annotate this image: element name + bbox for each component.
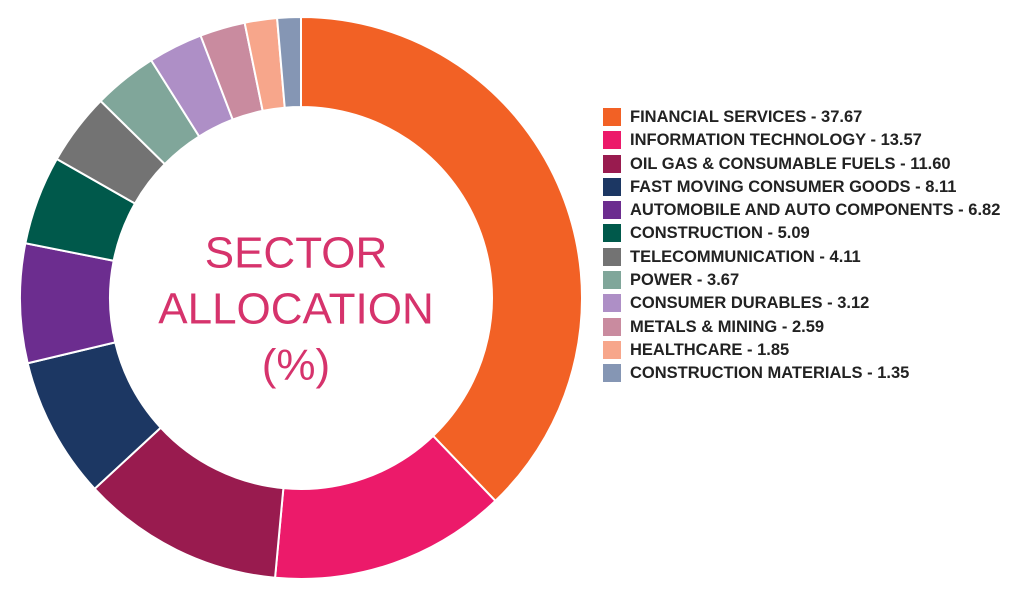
legend-label: FAST MOVING CONSUMER GOODS xyxy=(630,177,911,196)
legend-item: CONSTRUCTION MATERIALS - 1.35 xyxy=(603,362,1013,385)
legend-text: AUTOMOBILE AND AUTO COMPONENTS - 6.82 xyxy=(630,199,1010,222)
legend-swatch xyxy=(603,317,621,336)
legend-text: POWER - 3.67 xyxy=(630,269,1010,292)
legend-item: POWER - 3.67 xyxy=(603,269,1013,292)
legend-label: INFORMATION TECHNOLOGY xyxy=(630,131,866,150)
legend-text: FAST MOVING CONSUMER GOODS - 8.11 xyxy=(630,176,1010,199)
legend-value: 3.12 xyxy=(837,294,870,313)
legend-value: 11.60 xyxy=(910,154,951,173)
legend-item: HEALTHCARE - 1.85 xyxy=(603,339,1013,362)
chart-title: (%) xyxy=(262,341,330,390)
legend-text: INFORMATION TECHNOLOGY - 13.57 xyxy=(630,129,1010,152)
legend: FINANCIAL SERVICES - 37.67 INFORMATION TE… xyxy=(603,106,1013,386)
legend-item: INFORMATION TECHNOLOGY - 13.57 xyxy=(603,129,1013,152)
chart: SECTOR ALLOCATION (%) xyxy=(19,15,583,580)
legend-item: FAST MOVING CONSUMER GOODS - 8.11 xyxy=(603,176,1013,199)
legend-value: 2.59 xyxy=(791,317,825,336)
legend-swatch xyxy=(603,340,621,359)
slices xyxy=(19,15,583,580)
legend-item: FINANCIAL SERVICES - 37.67 xyxy=(603,106,1013,129)
legend-separator: - xyxy=(895,154,911,173)
legend-item: METALS & MINING - 2.59 xyxy=(603,316,1013,339)
legend-swatch xyxy=(603,201,621,220)
legend-label: CONSTRUCTION MATERIALS xyxy=(630,364,863,383)
legend-swatch xyxy=(603,271,621,290)
legend-swatch xyxy=(603,224,621,243)
legend-value: 3.67 xyxy=(707,271,740,290)
legend-item: AUTOMOBILE AND AUTO COMPONENTS - 6.82 xyxy=(603,199,1013,222)
legend-separator: - xyxy=(692,271,708,290)
legend-separator: - xyxy=(822,294,838,313)
slice xyxy=(19,242,117,365)
legend-label: CONSTRUCTION xyxy=(630,224,763,243)
legend-swatch xyxy=(603,154,621,173)
legend-label: OIL GAS & CONSUMABLE FUELS xyxy=(630,154,896,173)
legend-swatch xyxy=(603,131,621,150)
legend-separator: - xyxy=(814,247,830,266)
legend-value: 13.57 xyxy=(880,131,922,150)
legend-swatch xyxy=(603,364,621,383)
legend-value: 8.11 xyxy=(925,177,957,196)
legend-label: POWER xyxy=(630,271,693,290)
chart-title: ALLOCATION xyxy=(158,285,433,334)
legend-text: METALS & MINING - 2.59 xyxy=(630,316,1010,339)
legend-swatch xyxy=(603,294,621,313)
legend-swatch xyxy=(603,177,621,196)
legend-swatch xyxy=(603,108,621,126)
legend-text: FINANCIAL SERVICES - 37.67 xyxy=(630,106,1010,129)
legend-text: HEALTHCARE - 1.85 xyxy=(630,339,1010,362)
legend-separator: - xyxy=(910,177,926,196)
legend-separator: - xyxy=(762,224,778,243)
legend-separator: - xyxy=(806,108,822,126)
legend-separator: - xyxy=(862,364,878,383)
legend-separator: - xyxy=(865,131,881,150)
legend-item: OIL GAS & CONSUMABLE FUELS - 11.60 xyxy=(603,153,1013,176)
chart-title: SECTOR xyxy=(205,229,388,278)
legend-swatch xyxy=(603,247,621,266)
legend-label: CONSUMER DURABLES xyxy=(630,294,823,313)
legend-value: 5.09 xyxy=(777,224,810,243)
legend-text: CONSTRUCTION - 5.09 xyxy=(630,222,1010,245)
legend-text: TELECOMMUNICATION - 4.11 xyxy=(630,246,1010,269)
slice xyxy=(300,15,583,503)
legend-value: 1.35 xyxy=(877,364,910,383)
legend-separator: - xyxy=(777,317,792,336)
legend-text: OIL GAS & CONSUMABLE FUELS - 11.60 xyxy=(630,153,1010,176)
legend-item: TELECOMMUNICATION - 4.11 xyxy=(603,246,1013,269)
legend-value: 1.85 xyxy=(757,340,790,359)
legend-value: 6.82 xyxy=(968,201,1001,220)
legend-label: AUTOMOBILE AND AUTO COMPONENTS xyxy=(630,201,954,220)
legend-text: CONSTRUCTION MATERIALS - 1.35 xyxy=(630,362,1010,385)
legend-label: METALS & MINING xyxy=(630,317,778,336)
slice xyxy=(276,15,302,109)
legend-separator: - xyxy=(742,340,758,359)
legend-separator: - xyxy=(953,201,969,220)
legend-label: TELECOMMUNICATION xyxy=(630,247,815,266)
legend-value: 37.67 xyxy=(821,108,863,126)
legend-label: FINANCIAL SERVICES xyxy=(630,108,807,126)
legend-label: HEALTHCARE xyxy=(630,340,743,359)
legend-item: CONSUMER DURABLES - 3.12 xyxy=(603,292,1013,315)
legend-text: CONSUMER DURABLES - 3.12 xyxy=(630,292,1010,315)
legend-value: 4.11 xyxy=(829,247,861,266)
legend-item: CONSTRUCTION - 5.09 xyxy=(603,222,1013,245)
